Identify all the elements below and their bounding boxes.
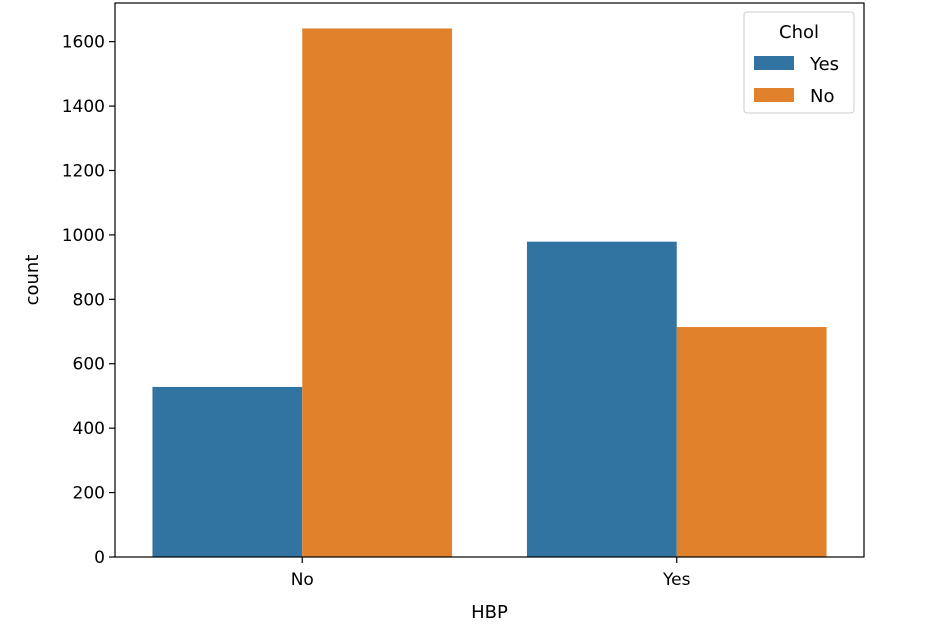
- x-axis-ticks: No Yes: [291, 557, 691, 590]
- x-axis-label: HBP: [471, 602, 508, 623]
- plot-frame: [114, 2, 865, 558]
- legend-box: [743, 11, 855, 114]
- y-tick-label: 0: [94, 548, 105, 568]
- y-tick-label: 400: [73, 419, 105, 439]
- x-tick-label: Yes: [662, 570, 691, 590]
- bar-yes-no: [676, 327, 827, 557]
- legend-label-no: No: [810, 86, 834, 107]
- y-tick-label: 600: [73, 355, 105, 375]
- legend-swatch-no: [754, 88, 794, 102]
- y-axis-label: count: [22, 255, 43, 306]
- legend: Chol Yes No: [743, 11, 855, 114]
- legend-swatch-yes: [754, 56, 794, 70]
- bar-no-yes: [152, 386, 303, 557]
- bar-no-no: [302, 28, 453, 557]
- y-axis-ticks: 0 200 400 600 800 1000 1200 1400 1600: [62, 33, 115, 568]
- bars-group: [152, 28, 827, 557]
- y-tick-label: 200: [73, 484, 105, 504]
- legend-label-yes: Yes: [809, 54, 839, 75]
- bar-yes-yes: [526, 241, 677, 557]
- y-tick-label: 800: [73, 290, 105, 310]
- x-tick-label: No: [291, 570, 314, 590]
- legend-title: Chol: [779, 22, 819, 43]
- y-tick-label: 1000: [62, 226, 105, 246]
- y-tick-label: 1200: [62, 161, 105, 181]
- y-tick-label: 1400: [62, 97, 105, 117]
- y-tick-label: 1600: [62, 33, 105, 53]
